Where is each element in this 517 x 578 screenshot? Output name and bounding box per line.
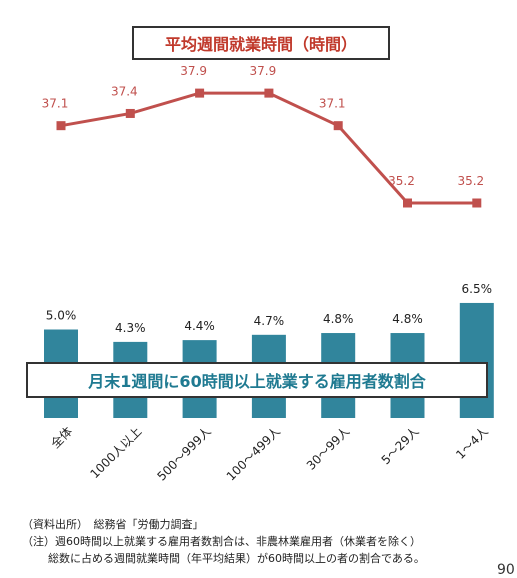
bar-label-2: 4.4% <box>184 319 215 333</box>
footnote-1: （注）週60時間以上就業する雇用者数割合は、非農林業雇用者（休業者を除く） <box>22 535 421 548</box>
category-label-1: 1000人以上 <box>87 424 144 481</box>
line-label-5: 35.2 <box>388 174 415 188</box>
bar-label-4: 4.8% <box>323 312 354 326</box>
line-point-1 <box>125 108 135 118</box>
category-label-6: 1～4人 <box>453 424 491 462</box>
bar-label-0: 5.0% <box>46 309 77 323</box>
bar-data-labels: 5.0% 4.3% 4.4% 4.7% 4.8% 4.8% 6.5% <box>46 282 492 335</box>
line-label-1: 37.4 <box>111 84 138 98</box>
line-label-2: 37.9 <box>180 64 207 78</box>
notes: （資料出所） 総務省「労働力調査」 （注）週60時間以上就業する雇用者数割合は、… <box>22 516 502 567</box>
line-point-6 <box>472 198 482 208</box>
line-data-labels: 37.1 37.4 37.9 37.9 37.1 35.2 35.2 <box>42 64 485 188</box>
line-label-4: 37.1 <box>319 97 346 111</box>
category-label-4: 30～99人 <box>304 424 352 472</box>
line-series <box>56 88 482 208</box>
line-label-3: 37.9 <box>250 64 277 78</box>
line-point-0 <box>56 121 66 131</box>
line-point-3 <box>264 88 274 98</box>
footnote-2: 総数に占める週間就業時間（年平均結果）が60時間以上の者の割合である。 <box>48 552 425 565</box>
page-number: 90 <box>497 562 515 578</box>
category-label-0: 全体 <box>48 424 76 452</box>
line-point-4 <box>333 121 343 131</box>
bar-label-1: 4.3% <box>115 321 146 335</box>
category-labels: 全体 1000人以上 500～999人 100～499人 30～99人 5～29人 1～4人 <box>48 424 491 484</box>
category-label-3: 100～499人 <box>224 424 283 483</box>
bar-chart-title: 月末1週間に60時間以上就業する雇用者数割合 <box>26 362 488 398</box>
line-point-2 <box>195 88 205 98</box>
bar-label-3: 4.7% <box>254 314 285 328</box>
line-label-0: 37.1 <box>42 97 69 111</box>
bar-6 <box>459 302 494 418</box>
line-chart-title: 平均週間就業時間（時間） <box>132 26 390 60</box>
source-note: （資料出所） 総務省「労働力調査」 <box>22 518 204 531</box>
line-label-6: 35.2 <box>457 174 484 188</box>
category-label-2: 500～999人 <box>154 424 213 483</box>
category-label-5: 5～29人 <box>379 424 422 467</box>
line-point-5 <box>403 198 412 208</box>
bar-label-5: 4.8% <box>392 312 423 326</box>
bar-label-6: 6.5% <box>462 282 493 296</box>
